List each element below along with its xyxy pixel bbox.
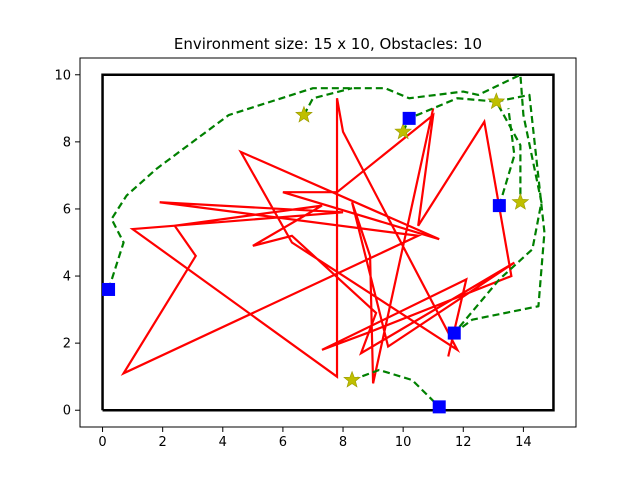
obstacle-path-layer (120, 98, 515, 384)
axes-border (79, 57, 577, 428)
x-tick-label-0: 0 (98, 435, 106, 450)
route-segment-1 (302, 87, 353, 116)
star-marker-2 (394, 122, 413, 140)
y-tick-label-1: 2 (63, 337, 71, 352)
route-segment-3 (402, 97, 522, 203)
y-tick-label-2: 4 (63, 270, 71, 285)
chart-title: Environment size: 15 x 10, Obstacles: 10 (174, 35, 482, 53)
y-axis-ticks: 0 2 4 6 8 10 (54, 68, 80, 419)
x-tick-label-6: 12 (455, 435, 472, 450)
y-tick-label-0: 0 (63, 404, 71, 419)
boundary-line (101, 73, 555, 412)
obstacle-path-line (120, 98, 515, 384)
axes-frame (79, 57, 577, 428)
square-marker-0 (102, 282, 116, 296)
x-axis-ticks: 0 2 4 6 8 10 12 14 (98, 427, 532, 450)
square-marker-3 (492, 199, 506, 213)
x-tick-label-2: 4 (219, 435, 227, 450)
square-marker-2 (447, 326, 461, 340)
route-segment-4 (453, 93, 546, 334)
y-tick-label-3: 6 (63, 202, 71, 217)
x-tick-label-4: 8 (339, 435, 347, 450)
square-marker-4 (402, 111, 416, 125)
y-tick-label-4: 8 (63, 135, 71, 150)
x-tick-label-3: 6 (279, 435, 287, 450)
route-segment-0 (107, 73, 543, 334)
square-marker-1 (432, 400, 446, 414)
environment-boundary (101, 73, 555, 412)
x-tick-label-1: 2 (159, 435, 167, 450)
star-marker-4 (511, 192, 530, 210)
route-segment-2 (351, 368, 440, 408)
x-tick-label-5: 10 (395, 435, 412, 450)
route-layer (107, 73, 546, 408)
star-marker-3 (487, 92, 506, 110)
x-tick-label-7: 14 (515, 435, 532, 450)
star-marker-1 (343, 370, 361, 388)
star-marker-0 (295, 105, 313, 123)
route-segment-5 (498, 108, 516, 206)
marker-layer (102, 92, 530, 414)
y-tick-label-5: 10 (54, 68, 71, 83)
